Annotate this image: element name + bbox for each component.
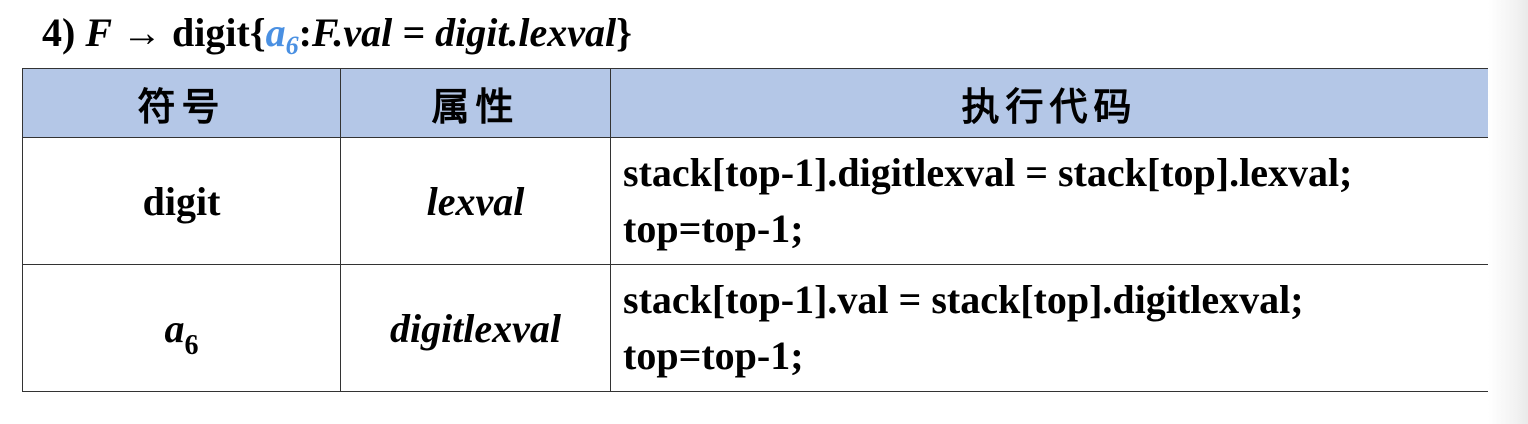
page-edge-shadow [1488, 0, 1528, 424]
table-row: a6 digitlexval stack[top-1].val = stack[… [22, 264, 1489, 392]
column-header-attribute: 属性 [340, 68, 611, 138]
attribute-cell: digitlexval [340, 264, 611, 392]
translation-table: 符号 属性 执行代码 digit lexval stack[top-1].dig… [22, 68, 1489, 392]
colon: : [298, 10, 312, 55]
arrow-symbol: → [122, 10, 163, 55]
column-header-symbol: 符号 [22, 68, 341, 138]
table-row: digit lexval stack[top-1].digitlexval = … [22, 137, 1489, 265]
attribute-cell: lexval [340, 137, 611, 265]
code-line: stack[top-1].digitlexval = stack[top].le… [623, 150, 1353, 195]
code-line: top=top-1; [623, 206, 804, 251]
symbol-subscript: 6 [184, 329, 199, 361]
symbol-cell: digit [22, 137, 341, 265]
code-line: stack[top-1].val = stack[top].digitlexva… [623, 277, 1304, 322]
symbol-cell: a6 [22, 264, 341, 392]
column-header-code: 执行代码 [610, 68, 1489, 138]
code-line: top=top-1; [623, 333, 804, 378]
code-cell: stack[top-1].digitlexval = stack[top].le… [610, 137, 1489, 265]
action-symbol: a [265, 10, 286, 55]
brace-open: { [249, 10, 266, 55]
production-lhs: F [85, 10, 113, 55]
production-number: 4) [42, 10, 76, 55]
brace-close: } [616, 10, 632, 55]
action-symbol-subscript: 6 [285, 31, 299, 60]
symbol-name: a [164, 305, 185, 351]
code-cell: stack[top-1].val = stack[top].digitlexva… [610, 264, 1489, 392]
production-rhs: digit [172, 10, 250, 55]
symbol-name: digit [142, 178, 221, 224]
table-header-row: 符号 属性 执行代码 [22, 68, 1489, 138]
production-heading: 4) F → digit{a6:F.val = digit.lexval} [42, 4, 632, 62]
semantic-action-code: F.val = digit.lexval [311, 10, 617, 55]
